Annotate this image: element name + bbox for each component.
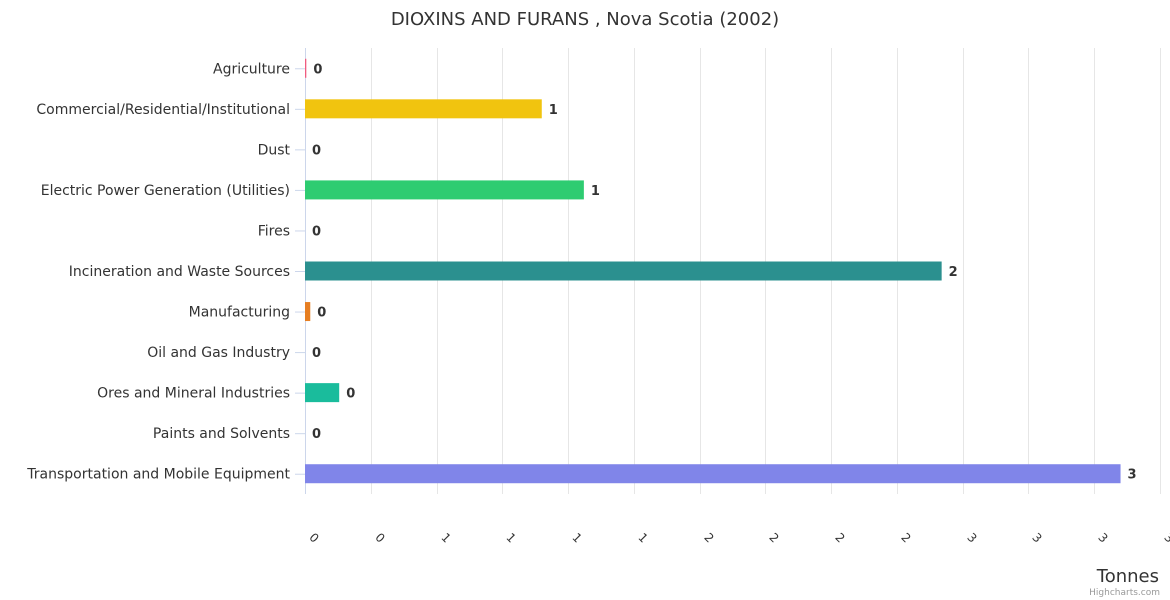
bar[interactable] [305,99,542,119]
bar[interactable] [305,383,340,403]
tick-label: 2 [701,530,716,545]
credits-link[interactable]: Highcharts.com [1089,588,1160,598]
value-labels: 0 1 0 1 0 2 0 0 0 0 3 [312,62,1137,482]
category-label: Incineration and Waste Sources [69,264,290,280]
category-labels: Agriculture Commercial/Residential/Instit… [26,61,305,483]
data-label: 2 [949,265,958,280]
tick-label: 2 [832,530,847,545]
tick-label: 1 [503,530,518,545]
tick-label: 2 [898,530,913,545]
category-label: Electric Power Generation (Utilities) [41,183,290,199]
category-label: Paints and Solvents [153,426,290,442]
bar[interactable] [305,58,307,78]
tick-label: 0 [372,530,387,545]
data-label: 0 [312,143,321,158]
category-label: Dust [258,142,291,158]
tick-label: 0 [306,530,321,545]
data-label: 0 [312,224,321,239]
data-label: 0 [346,387,355,402]
category-label: Manufacturing [189,305,290,321]
bar[interactable] [305,180,584,200]
data-label: 1 [549,103,558,118]
category-label: Ores and Mineral Industries [97,386,290,402]
category-label: Agriculture [213,61,290,77]
data-label: 1 [591,184,600,199]
bar[interactable] [305,464,1121,484]
tick-labels: 0 0 1 1 1 1 2 2 2 2 3 3 3 3 [306,530,1170,545]
chart-title: DIOXINS AND FURANS , Nova Scotia (2002) [391,9,779,30]
value-axis-title: Tonnes [1096,566,1159,587]
tick-label: 1 [438,530,453,545]
category-label: Commercial/Residential/Institutional [36,102,290,118]
data-label: 3 [1128,468,1137,483]
tick-label: 1 [635,530,650,545]
tick-label: 3 [1161,530,1170,545]
bar[interactable] [305,302,311,322]
category-label: Fires [258,223,290,239]
category-label: Transportation and Mobile Equipment [26,467,290,483]
tick-label: 2 [766,530,781,545]
tick-label: 1 [569,530,584,545]
tick-label: 3 [1029,530,1044,545]
bars-group [305,58,1121,484]
tick-label: 3 [1095,530,1110,545]
bar[interactable] [305,261,942,281]
data-label: 0 [312,346,321,361]
data-label: 0 [312,427,321,442]
tick-label: 3 [964,530,979,545]
data-label: 0 [317,306,326,321]
category-label: Oil and Gas Industry [147,345,290,361]
data-label: 0 [313,62,322,77]
